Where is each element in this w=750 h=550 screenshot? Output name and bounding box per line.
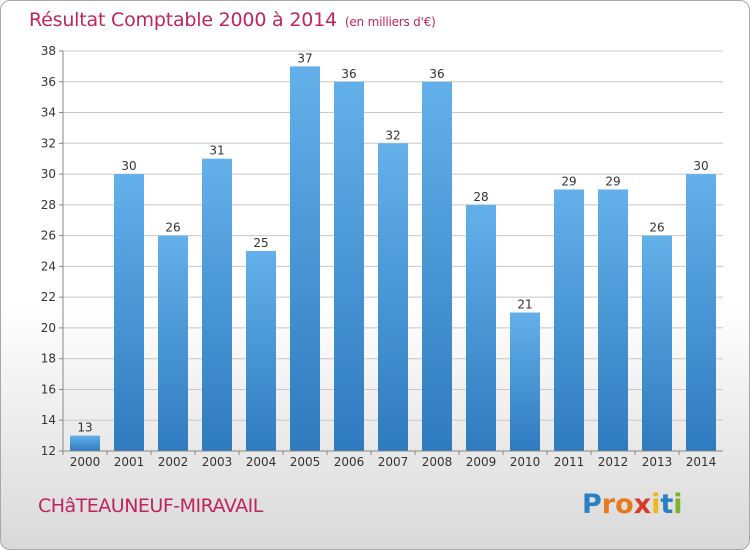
data-label-2004: 25 [253, 236, 268, 250]
x-tick-label-2012: 2012 [598, 455, 629, 469]
bar-2012 [598, 189, 628, 451]
title-unit: (en milliers d'€) [344, 15, 436, 29]
x-tick-label-2006: 2006 [334, 455, 365, 469]
bar-2013 [642, 235, 672, 451]
x-tick-label-2002: 2002 [158, 455, 189, 469]
data-label-2001: 30 [121, 159, 136, 173]
y-tick-label: 20 [41, 321, 56, 335]
data-label-2007: 32 [385, 128, 400, 142]
title-text: Résultat Comptable 2000 à 2014 [29, 9, 337, 31]
y-tick-label: 28 [41, 198, 56, 212]
y-tick-label: 36 [41, 75, 56, 89]
data-label-2002: 26 [165, 221, 180, 235]
x-tick-label-2005: 2005 [290, 455, 321, 469]
bar-2008 [422, 81, 452, 452]
brand-letter: i [651, 489, 661, 520]
bar-2001 [114, 174, 144, 452]
y-tick-label: 22 [41, 290, 56, 304]
bar-2014 [686, 174, 716, 452]
data-label-2009: 28 [473, 190, 488, 204]
y-tick-label: 24 [41, 259, 56, 273]
commune-name: CHâTEAUNEUF-MIRAVAIL [38, 495, 263, 517]
y-tick-label: 14 [41, 413, 56, 427]
chart-title: Résultat Comptable 2000 à 2014 (en millie… [29, 9, 436, 31]
bar-2002 [158, 235, 188, 451]
x-tick-label-2009: 2009 [466, 455, 497, 469]
proxiti-logo[interactable]: Proxiti [582, 489, 683, 520]
x-tick-label-2001: 2001 [114, 455, 145, 469]
bar-2004 [246, 251, 276, 451]
y-tick-label: 12 [41, 444, 56, 458]
x-tick-label-2010: 2010 [510, 455, 541, 469]
bar-2009 [466, 204, 496, 451]
brand-letter: t [660, 489, 674, 520]
y-tick-label: 32 [41, 136, 56, 150]
data-label-2011: 29 [561, 174, 576, 188]
y-tick-label: 30 [41, 167, 56, 181]
bar-2007 [378, 143, 408, 452]
x-tick-label-2014: 2014 [686, 455, 717, 469]
data-label-2008: 36 [429, 67, 444, 81]
y-tick-label: 18 [41, 352, 56, 366]
y-tick-label: 38 [41, 44, 56, 58]
brand-letter: r [601, 489, 616, 520]
bar-2011 [554, 189, 584, 451]
y-tick-label: 16 [41, 382, 56, 396]
brand-letter: x [633, 489, 652, 520]
x-tick-label-2011: 2011 [554, 455, 585, 469]
bar-2003 [202, 158, 232, 451]
x-tick-label-2008: 2008 [422, 455, 453, 469]
x-tick-label-2000: 2000 [70, 455, 101, 469]
data-label-2006: 36 [341, 67, 356, 81]
y-tick-label: 26 [41, 229, 56, 243]
bar-2006 [334, 81, 364, 452]
data-label-2005: 37 [297, 51, 312, 65]
data-label-2012: 29 [605, 174, 620, 188]
x-tick-label-2013: 2013 [642, 455, 673, 469]
data-label-2013: 26 [649, 221, 664, 235]
bar-2000 [70, 435, 100, 451]
brand-letter: o [615, 489, 634, 520]
data-label-2010: 21 [517, 298, 532, 312]
brand-letter: P [582, 489, 602, 520]
data-label-2003: 31 [209, 144, 224, 158]
data-label-2000: 13 [77, 421, 92, 435]
brand-letter: i [673, 489, 683, 520]
x-tick-label-2007: 2007 [378, 455, 409, 469]
x-tick-label-2004: 2004 [246, 455, 277, 469]
y-tick-label: 34 [41, 106, 56, 120]
data-label-2014: 30 [693, 159, 708, 173]
bar-2010 [510, 312, 540, 451]
x-tick-label-2003: 2003 [202, 455, 233, 469]
bar-2005 [290, 66, 320, 451]
